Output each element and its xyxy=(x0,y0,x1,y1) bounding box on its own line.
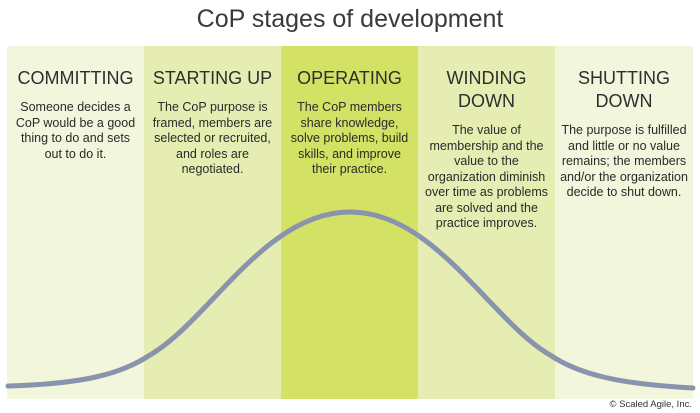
stage-description: The CoP purpose is framed, members are s… xyxy=(152,100,273,176)
stage-name: SHUTTING DOWN xyxy=(578,68,670,111)
stage-name: OPERATING xyxy=(297,68,402,88)
stage-description: The CoP members share knowledge, solve p… xyxy=(290,100,409,176)
stage-name: COMMITTING xyxy=(17,68,134,88)
stage-operating: OPERATING The CoP members share knowledg… xyxy=(281,46,418,399)
diagram-title: CoP stages of development xyxy=(196,5,504,33)
stage-description: Someone decides a CoP would be a good th… xyxy=(15,100,136,161)
copyright-notice: © Scaled Agile, Inc. xyxy=(609,399,692,410)
stage-winding-down: WINDING DOWN The value of membership and… xyxy=(418,46,555,399)
stage-shutting-down: SHUTTING DOWN The purpose is fulfilled a… xyxy=(555,46,693,399)
stage-committing: COMMITTING Someone decides a CoP would b… xyxy=(7,46,144,399)
stage-name: STARTING UP xyxy=(152,68,273,88)
stage-starting-up: STARTING UP The CoP purpose is framed, m… xyxy=(144,46,281,399)
stage-description: The purpose is fulfilled and little or n… xyxy=(560,123,688,199)
stage-description: The value of membership and the value to… xyxy=(425,123,548,230)
stage-name: WINDING DOWN xyxy=(446,68,527,111)
